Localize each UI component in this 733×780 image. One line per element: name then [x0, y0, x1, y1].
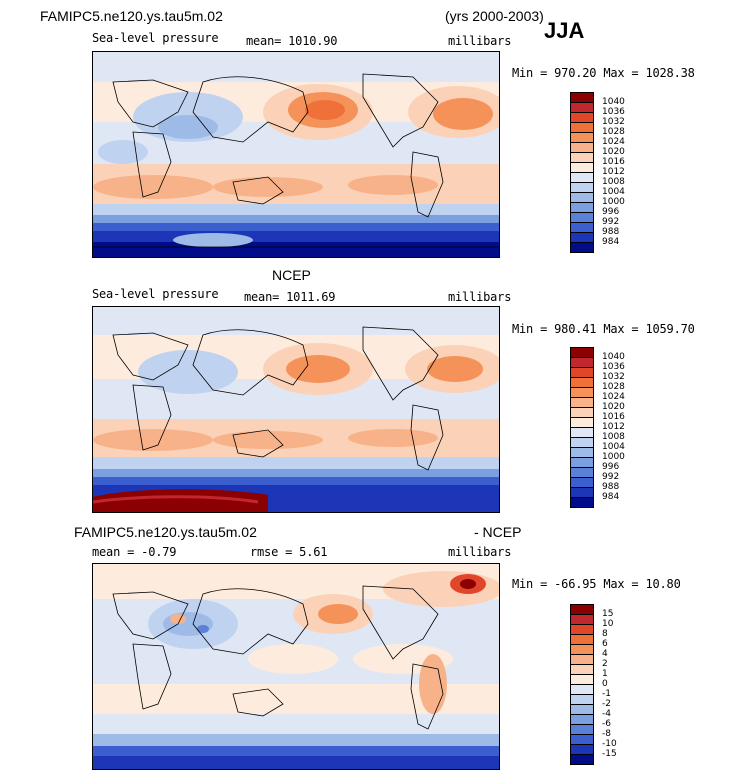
legend-level-label: 1020: [602, 147, 625, 157]
panel3-minmax-label: Min = -66.95 Max = 10.80: [512, 577, 681, 591]
legend-level-label: 1016: [602, 157, 625, 167]
legend-level-label: 4: [602, 649, 608, 659]
legend-level-label: 1000: [602, 197, 625, 207]
legend-swatch: [570, 497, 594, 508]
legend-level-label: 1040: [602, 352, 625, 362]
panel2-title: NCEP: [272, 267, 311, 283]
legend-level-label: 6: [602, 639, 608, 649]
panel2-minmax-label: Min = 980.41 Max = 1059.70: [512, 322, 695, 336]
panel1-mean-label: mean= 1010.90: [246, 34, 338, 48]
legend-level-label: -8: [602, 729, 611, 739]
legend-level-label: 1040: [602, 97, 625, 107]
panel3-title-left: FAMIPC5.ne120.ys.tau5m.02: [74, 524, 257, 540]
legend-level-label: 0: [602, 679, 608, 689]
legend-level-label: 1028: [602, 127, 625, 137]
legend-level-label: 15: [602, 609, 614, 619]
legend-swatch: [570, 242, 594, 253]
legend-level-label: -10: [602, 739, 617, 749]
legend-level-label: 1028: [602, 382, 625, 392]
panel3-units-label: millibars: [448, 545, 512, 559]
legend-level-label: 1008: [602, 432, 625, 442]
legend-level-label: 1004: [602, 442, 625, 452]
legend-level-label: 1036: [602, 362, 625, 372]
legend-level-label: 1024: [602, 137, 625, 147]
legend-level-label: 992: [602, 472, 620, 482]
legend-level-label: 996: [602, 207, 620, 217]
legend-level-label: 1024: [602, 392, 625, 402]
season-label: JJA: [544, 18, 585, 43]
legend-level-label: 1036: [602, 107, 625, 117]
legend-level-label: -6: [602, 719, 611, 729]
legend-level-label: 2: [602, 659, 608, 669]
legend-level-label: 10: [602, 619, 614, 629]
legend-level-label: 988: [602, 227, 620, 237]
legend-level-label: 1012: [602, 167, 625, 177]
legend-level-label: 1012: [602, 422, 625, 432]
legend-level-label: 996: [602, 462, 620, 472]
legend-level-label: -2: [602, 699, 611, 709]
panel3-rmse-label: rmse = 5.61: [250, 545, 328, 559]
ncep-slp-map: [92, 306, 500, 513]
panel3-title-right: - NCEP: [474, 524, 522, 540]
legend-level-label: -15: [602, 749, 617, 759]
panel1-field-label: Sea-level pressure: [92, 31, 219, 45]
legend-level-label: 1: [602, 669, 608, 679]
legend-level-label: 1004: [602, 187, 625, 197]
legend-level-label: 984: [602, 237, 620, 247]
legend-panel3: 15 10 8 6 4 2 1 0 -1 -2 -4 -6 -8 -10 -15: [570, 604, 650, 765]
ncep-slp-heatmap: [93, 307, 499, 512]
panel2-field-label: Sea-level pressure: [92, 287, 219, 301]
legend-level-label: -4: [602, 709, 611, 719]
legend-panel2: 1040 1036 1032 1028 1024 1020 1016 1012 1008 1004…: [570, 347, 650, 508]
panel2-units-label: millibars: [448, 290, 512, 304]
diff-slp-map: [92, 563, 500, 770]
legend-level-label: 1008: [602, 177, 625, 187]
legend-level-label: 1016: [602, 412, 625, 422]
legend-level-label: 1000: [602, 452, 625, 462]
panel1-minmax-label: Min = 970.20 Max = 1028.38: [512, 66, 695, 80]
model-slp-map: [92, 51, 500, 258]
panel3-mean-label: mean = -0.79: [92, 545, 177, 559]
diff-slp-heatmap: [93, 564, 499, 769]
legend-level-label: 1032: [602, 372, 625, 382]
legend-level-label: 1020: [602, 402, 625, 412]
panel2-mean-label: mean= 1011.69: [244, 290, 336, 304]
legend-level-label: 992: [602, 217, 620, 227]
legend-level-label: 984: [602, 492, 620, 502]
legend-swatch: [570, 754, 594, 765]
model-slp-heatmap: [93, 52, 499, 257]
panel1-units-label: millibars: [448, 34, 512, 48]
years-label: (yrs 2000-2003): [445, 8, 544, 24]
legend-panel1: 1040 1036 1032 1028 1024 1020 1016 1012 1008 1004…: [570, 92, 650, 253]
legend-level-label: 988: [602, 482, 620, 492]
legend-level-label: 1032: [602, 117, 625, 127]
legend-level-label: -1: [602, 689, 611, 699]
case-title: FAMIPC5.ne120.ys.tau5m.02: [40, 8, 223, 24]
legend-level-label: 8: [602, 629, 608, 639]
